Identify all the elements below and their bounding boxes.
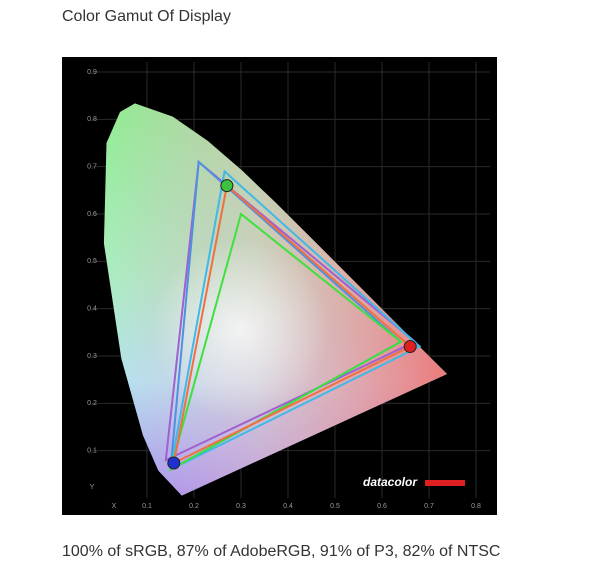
y-tick-label: 0.3 — [87, 353, 97, 360]
y-tick-label: 0.7 — [87, 164, 97, 171]
gamut-triangle — [164, 159, 417, 462]
title: Color Gamut Of Display — [62, 8, 231, 25]
caption: 100% of sRGB, 87% of AdobeRGB, 91% of P3… — [62, 543, 501, 560]
x-axis-label: X — [112, 503, 117, 510]
x-tick-label: 0.6 — [377, 503, 387, 510]
primary-point — [220, 179, 234, 193]
y-tick-label: 0.9 — [87, 69, 97, 76]
x-tick-label: 0.3 — [236, 503, 246, 510]
gamut-triangle — [172, 183, 412, 465]
y-tick-label: 0.8 — [87, 116, 97, 123]
y-tick-label: 0.1 — [87, 448, 97, 455]
x-tick-label: 0.5 — [330, 503, 340, 510]
y-tick-label: 0.4 — [87, 306, 97, 313]
y-tick-label: 0.6 — [87, 211, 97, 218]
y-tick-label: 0.5 — [87, 258, 97, 265]
x-tick-label: 0.4 — [283, 503, 293, 510]
marks — [164, 159, 422, 472]
logo: datacolor — [363, 475, 418, 489]
x-tick-label: 0.2 — [189, 503, 199, 510]
gamut-triangle — [168, 212, 403, 472]
primary-point — [403, 340, 417, 354]
x-tick-label: 0.7 — [424, 503, 434, 510]
x-tick-label: 0.1 — [142, 503, 152, 510]
x-tick-label: 0.8 — [471, 503, 481, 510]
gamut-triangle — [169, 169, 422, 472]
y-tick-label: 0.2 — [87, 400, 97, 407]
logo-bar — [425, 480, 465, 486]
primary-point — [167, 456, 181, 470]
y-axis-label: Y — [90, 484, 95, 491]
